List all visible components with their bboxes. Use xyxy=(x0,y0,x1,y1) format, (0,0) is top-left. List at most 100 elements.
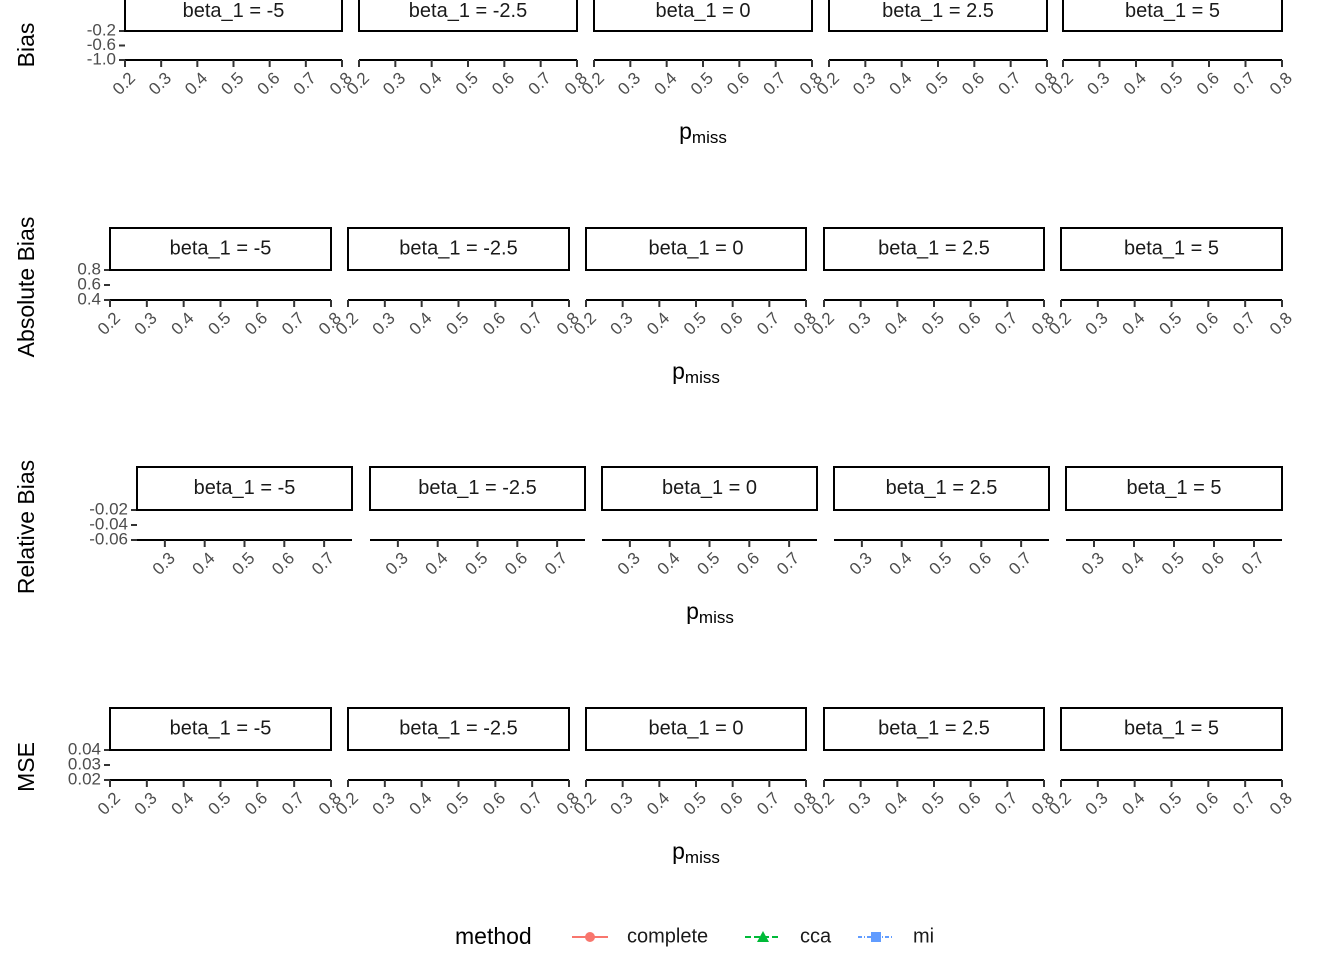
facet-label: beta_1 = -5 xyxy=(194,477,296,499)
x-tick-label: 0.3 xyxy=(607,789,637,819)
x-tick-label: 0.8 xyxy=(1266,69,1296,99)
x-tick-label: 0.5 xyxy=(442,789,472,819)
facet-label: beta_1 = -5 xyxy=(170,717,272,739)
facet-strip xyxy=(833,466,1050,511)
x-tick-label: 0.3 xyxy=(846,549,876,579)
x-tick-label: 0.4 xyxy=(654,549,684,579)
y-tick-label: 0.04 xyxy=(68,739,101,758)
x-tick-label: 0.7 xyxy=(753,789,783,819)
y-tick-label: -0.2 xyxy=(87,20,116,39)
facet-strip xyxy=(601,466,818,511)
facet-label: beta_1 = -2.5 xyxy=(399,717,517,739)
facet-strip xyxy=(136,466,353,511)
x-axis-title: pmiss xyxy=(672,838,720,867)
x-tick-label: 0.7 xyxy=(991,309,1021,339)
x-tick-label: 0.4 xyxy=(886,69,916,99)
y-axis-title: MSE xyxy=(13,742,39,792)
x-tick-label: 0.2 xyxy=(570,309,600,339)
x-tick-label: 0.3 xyxy=(1078,549,1108,579)
facet-label: beta_1 = 5 xyxy=(1126,477,1221,499)
facet-row: Relative Bias pmiss -0.06-0.04-0.02 beta_1 … xyxy=(13,460,1283,627)
x-tick-label: 0.2 xyxy=(1045,309,1075,339)
facet-strip xyxy=(347,707,570,751)
x-tick-label: 0.7 xyxy=(753,309,783,339)
facet-strip xyxy=(109,227,332,271)
x-tick-label: 0.4 xyxy=(881,789,911,819)
y-tick-label: 0.4 xyxy=(77,289,101,308)
x-tick-label: 0.4 xyxy=(1120,69,1150,99)
y-tick-label: -1.0 xyxy=(87,49,116,68)
x-tick-label: 0.7 xyxy=(773,549,803,579)
y-tick-label: 0.02 xyxy=(68,769,101,788)
x-tick-label: 0.3 xyxy=(379,69,409,99)
facet-strip xyxy=(1060,707,1283,751)
y-tick-label: 0.03 xyxy=(68,754,101,773)
facet-label: beta_1 = -2.5 xyxy=(418,477,536,499)
x-tick-label: 0.7 xyxy=(1229,69,1259,99)
x-tick-label: 0.7 xyxy=(760,69,790,99)
x-tick-label: 0.3 xyxy=(369,309,399,339)
legend-label: cca xyxy=(800,925,832,947)
x-tick-label: 0.4 xyxy=(168,789,198,819)
x-tick-label: 0.4 xyxy=(651,69,681,99)
y-tick-label: -0.04 xyxy=(89,514,128,533)
facet-label: beta_1 = 2.5 xyxy=(882,0,994,22)
facet-strip xyxy=(369,466,586,511)
x-tick-label: 0.4 xyxy=(1119,309,1149,339)
y-tick-label: -0.06 xyxy=(89,529,128,548)
facet-label: beta_1 = 5 xyxy=(1124,717,1219,739)
x-tick-label: 0.3 xyxy=(1082,789,1112,819)
x-tick-label: 0.6 xyxy=(479,309,509,339)
x-tick-label: 0.2 xyxy=(1045,789,1075,819)
x-tick-label: 0.7 xyxy=(991,789,1021,819)
x-tick-label: 0.5 xyxy=(918,309,948,339)
facet-label: beta_1 = 0 xyxy=(662,477,757,499)
x-tick-label: 0.4 xyxy=(1119,789,1149,819)
x-tick-label: 0.4 xyxy=(416,69,446,99)
legend-label: complete xyxy=(627,925,708,947)
x-tick-label: 0.3 xyxy=(382,549,412,579)
x-tick-label: 0.7 xyxy=(1005,549,1035,579)
x-tick-label: 0.4 xyxy=(189,549,219,579)
x-tick-label: 0.5 xyxy=(918,789,948,819)
facet-strip xyxy=(585,227,807,271)
facet-label: beta_1 = -5 xyxy=(183,0,285,22)
x-tick-label: 0.5 xyxy=(204,789,234,819)
x-tick-label: 0.3 xyxy=(1083,69,1113,99)
x-tick-label: 0.4 xyxy=(406,789,436,819)
x-tick-label: 0.2 xyxy=(813,69,843,99)
x-tick-label: 0.7 xyxy=(541,549,571,579)
x-tick-label: 0.3 xyxy=(1082,309,1112,339)
facet-strip xyxy=(358,0,578,32)
x-tick-label: 0.5 xyxy=(680,309,710,339)
x-tick-label: 0.6 xyxy=(1193,69,1223,99)
x-tick-label: 0.7 xyxy=(516,309,546,339)
x-tick-label: 0.6 xyxy=(723,69,753,99)
x-axis-title-base: p xyxy=(672,838,685,864)
x-tick-label: 0.8 xyxy=(1266,309,1296,339)
x-tick-label: 0.4 xyxy=(181,69,211,99)
x-axis-title: pmiss xyxy=(672,358,720,387)
x-axis-title-base: p xyxy=(679,118,692,144)
x-tick-label: 0.2 xyxy=(808,309,838,339)
y-axis-title: Relative Bias xyxy=(13,460,39,594)
x-axis-title-base: p xyxy=(672,358,685,384)
x-axis-title-base: p xyxy=(686,598,699,624)
x-tick-label: 0.5 xyxy=(204,309,234,339)
x-tick-label: 0.4 xyxy=(886,549,916,579)
legend-label: mi xyxy=(913,925,934,947)
facet-strip xyxy=(109,707,332,751)
x-tick-label: 0.2 xyxy=(94,309,124,339)
x-tick-label: 0.4 xyxy=(168,309,198,339)
x-tick-label: 0.3 xyxy=(145,69,175,99)
x-tick-label: 0.7 xyxy=(525,69,555,99)
x-tick-label: 0.3 xyxy=(131,309,161,339)
x-tick-label: 0.7 xyxy=(278,789,308,819)
facet-strip xyxy=(828,0,1048,32)
x-tick-label: 0.5 xyxy=(452,69,482,99)
x-tick-label: 0.2 xyxy=(332,789,362,819)
x-tick-label: 0.7 xyxy=(278,309,308,339)
facet-strip xyxy=(1062,0,1283,32)
